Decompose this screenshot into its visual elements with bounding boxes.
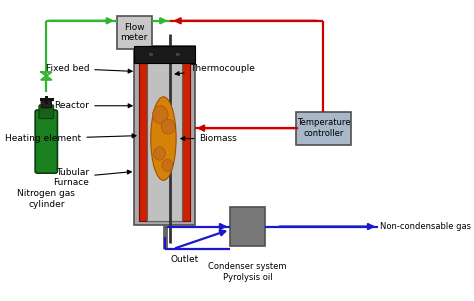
Text: Biomass: Biomass xyxy=(181,134,237,143)
Text: Reactor: Reactor xyxy=(55,101,132,110)
FancyBboxPatch shape xyxy=(41,99,52,108)
Text: Nitrogen gas
cylinder: Nitrogen gas cylinder xyxy=(18,189,75,209)
Text: Condenser system
Pyrolysis oil: Condenser system Pyrolysis oil xyxy=(208,262,287,282)
Bar xyxy=(134,46,195,63)
Text: Thermocouple: Thermocouple xyxy=(175,64,255,76)
Ellipse shape xyxy=(161,119,175,134)
Text: Flow
meter: Flow meter xyxy=(120,23,148,42)
Text: Non-condensable gas: Non-condensable gas xyxy=(380,222,471,231)
Ellipse shape xyxy=(153,106,168,124)
Text: Tubular
Furnace: Tubular Furnace xyxy=(54,168,131,187)
FancyBboxPatch shape xyxy=(39,105,54,119)
Ellipse shape xyxy=(151,97,176,180)
Bar xyxy=(117,16,152,49)
Bar xyxy=(146,46,182,222)
Ellipse shape xyxy=(154,147,165,160)
Text: Fixed bed: Fixed bed xyxy=(46,64,132,73)
Text: Outlet: Outlet xyxy=(170,255,198,264)
Ellipse shape xyxy=(162,160,173,171)
Bar xyxy=(139,46,190,222)
Bar xyxy=(230,207,265,246)
Text: Heating element: Heating element xyxy=(5,134,136,143)
Bar xyxy=(296,112,351,144)
Bar xyxy=(134,46,195,225)
Circle shape xyxy=(148,52,154,56)
Circle shape xyxy=(175,52,181,56)
Text: Temperature
controller: Temperature controller xyxy=(297,118,350,138)
FancyBboxPatch shape xyxy=(35,110,57,173)
